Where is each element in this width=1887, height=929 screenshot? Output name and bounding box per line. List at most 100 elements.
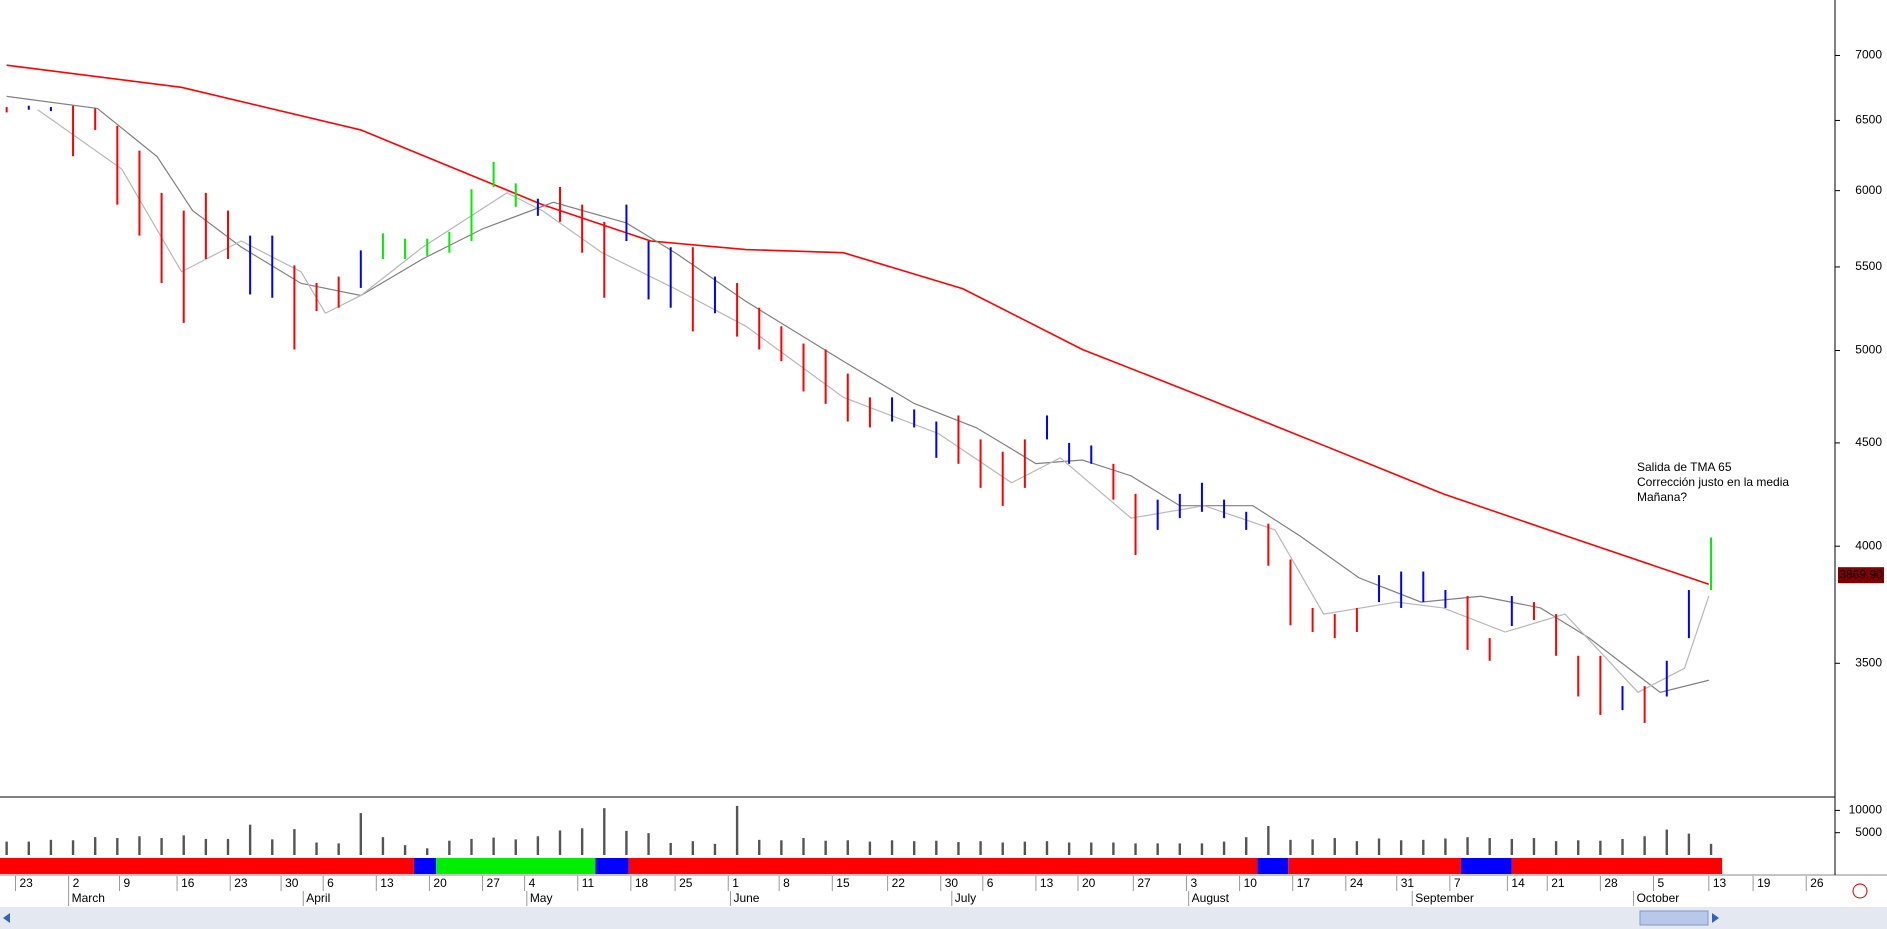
signal-segment	[1288, 858, 1461, 874]
x-tick-label: 7	[1454, 876, 1461, 890]
x-tick-label: 19	[1757, 876, 1771, 890]
volume-bar	[492, 837, 495, 855]
x-tick-label: 14	[1511, 876, 1525, 890]
signal-segment	[0, 858, 414, 874]
x-tick-label: 15	[836, 876, 850, 890]
volume-bar	[448, 840, 451, 855]
volume-bar	[1178, 843, 1182, 855]
volume-bar	[315, 842, 318, 855]
x-tick-label: 27	[1137, 876, 1151, 890]
volume-bar	[1577, 840, 1580, 855]
volume-bar	[116, 838, 119, 855]
y-tick-label: 4500	[1855, 435, 1882, 449]
volume-bar	[403, 845, 407, 855]
volume-bar	[1333, 838, 1336, 855]
volume-bar	[979, 841, 982, 855]
moving-average	[37, 109, 1710, 694]
status-icon[interactable]	[1852, 883, 1868, 899]
volume-bar	[957, 842, 960, 855]
volume-bar	[1422, 839, 1425, 855]
x-tick-label: 8	[783, 876, 790, 890]
volume-bar	[1709, 843, 1713, 855]
volume-bar	[271, 839, 274, 855]
volume-bar	[1466, 837, 1469, 855]
x-tick-label: 31	[1401, 876, 1415, 890]
volume-bar	[1355, 841, 1359, 855]
volume-bar	[204, 838, 208, 855]
x-tick-label: 25	[679, 876, 693, 890]
x-tick-label: 13	[1040, 876, 1054, 890]
volume-bar	[71, 840, 75, 855]
volume-bar	[912, 841, 916, 855]
signal-segment	[595, 858, 629, 874]
volume-bar	[426, 848, 429, 855]
month-label: September	[1415, 891, 1474, 905]
volume-bar	[293, 829, 296, 855]
x-tick-label: 2	[73, 876, 80, 890]
x-tick-label: 13	[380, 876, 394, 890]
volume-bar	[1621, 838, 1624, 855]
volume-bar	[780, 840, 783, 855]
volume-bar	[802, 838, 805, 855]
scroll-right[interactable]	[1712, 913, 1719, 923]
x-tick-label: 23	[19, 876, 33, 890]
volume-bar	[1444, 838, 1447, 855]
month-label: March	[72, 891, 105, 905]
x-tick-label: 21	[1551, 876, 1565, 890]
y-tick-label: 7000	[1855, 48, 1882, 62]
last-price-label: 3869.90	[1839, 567, 1883, 581]
scroll-thumb[interactable]	[1639, 910, 1709, 926]
volume-bar	[1134, 843, 1137, 855]
volume-bar	[868, 841, 872, 855]
volume-bar	[735, 805, 739, 855]
volume-bar	[824, 840, 827, 855]
x-tick-label: 22	[892, 876, 906, 890]
signal-segment	[413, 858, 437, 874]
x-tick-label: 13	[1713, 876, 1727, 890]
volume-bar	[49, 839, 53, 855]
volume-bar	[470, 838, 473, 855]
volume-bar	[1532, 838, 1536, 855]
volume-bar	[603, 808, 606, 855]
volume-bar	[935, 840, 938, 855]
y-tick-label: 3500	[1855, 655, 1882, 669]
volume-bar	[138, 836, 141, 855]
volume-bar	[359, 813, 363, 855]
volume-bar	[27, 841, 30, 855]
y-tick-label: 4000	[1855, 538, 1882, 552]
volume-bar	[846, 840, 849, 855]
volume-bar	[580, 828, 584, 855]
moving-average	[6, 95, 1709, 693]
scroll-left[interactable]	[3, 913, 10, 923]
month-label: August	[1192, 891, 1230, 905]
volume-bar	[890, 840, 894, 855]
annotation: Corrección justo en la media	[1637, 475, 1789, 489]
volume-bar	[1311, 839, 1314, 855]
volume-bar	[93, 837, 97, 855]
volume-tick-label: 5000	[1855, 825, 1882, 839]
y-tick-label: 6500	[1855, 113, 1882, 127]
volume-bar	[381, 837, 385, 855]
volume-bar	[1090, 842, 1093, 855]
volume-bar	[1245, 837, 1248, 855]
scrollbar[interactable]	[0, 907, 1887, 929]
volume-bar	[647, 833, 650, 855]
x-tick-label: 4	[529, 876, 536, 890]
x-tick-label: 23	[234, 876, 248, 890]
volume-bar	[691, 841, 695, 855]
volume-bar	[1554, 841, 1558, 855]
month-label: June	[733, 891, 759, 905]
signal-segment	[436, 858, 596, 874]
x-tick-label: 3	[1190, 876, 1197, 890]
volume-bar	[1267, 826, 1270, 855]
volume-bar	[160, 838, 163, 855]
volume-bar	[1488, 838, 1491, 855]
x-tick-label: 28	[1604, 876, 1618, 890]
volume-bar	[1510, 838, 1514, 855]
x-tick-label: 18	[635, 876, 649, 890]
x-tick-label: 6	[987, 876, 994, 890]
x-tick-label: 17	[1297, 876, 1311, 890]
